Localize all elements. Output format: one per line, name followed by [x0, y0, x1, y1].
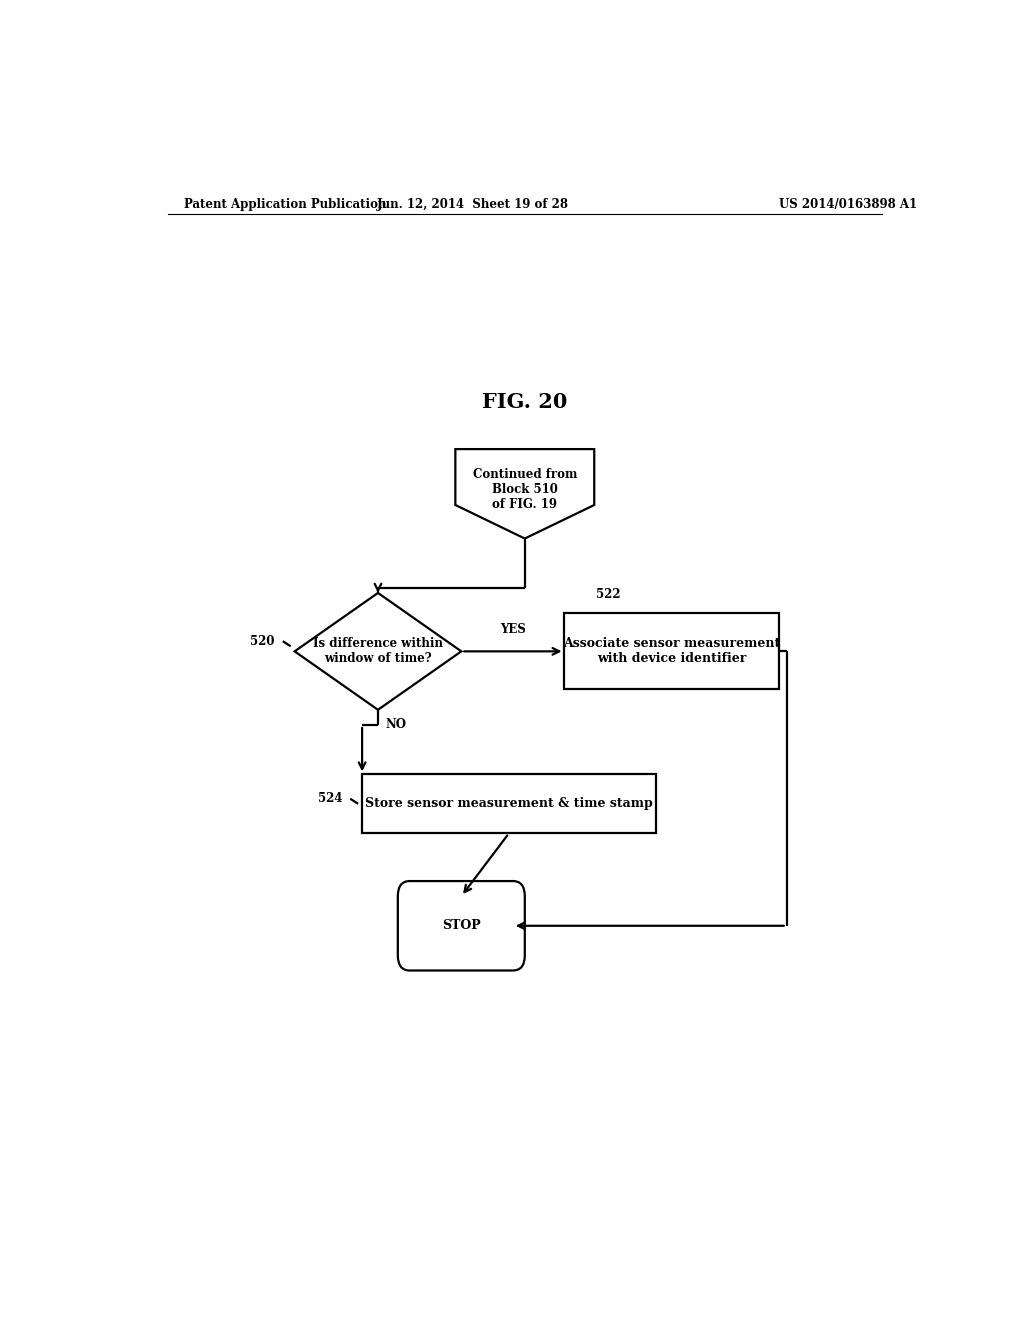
- Text: FIG. 20: FIG. 20: [482, 392, 567, 412]
- Text: Associate sensor measurement
with device identifier: Associate sensor measurement with device…: [563, 638, 780, 665]
- FancyBboxPatch shape: [397, 880, 524, 970]
- Text: NO: NO: [386, 718, 407, 731]
- FancyBboxPatch shape: [362, 775, 655, 833]
- Text: Store sensor measurement & time stamp: Store sensor measurement & time stamp: [365, 797, 653, 810]
- Text: US 2014/0163898 A1: US 2014/0163898 A1: [778, 198, 916, 211]
- Polygon shape: [295, 593, 461, 710]
- Text: STOP: STOP: [442, 919, 480, 932]
- Text: Is difference within
window of time?: Is difference within window of time?: [313, 638, 443, 665]
- FancyBboxPatch shape: [564, 614, 779, 689]
- Text: YES: YES: [500, 623, 526, 636]
- Text: Jun. 12, 2014  Sheet 19 of 28: Jun. 12, 2014 Sheet 19 of 28: [377, 198, 569, 211]
- Text: Patent Application Publication: Patent Application Publication: [183, 198, 386, 211]
- Text: Continued from
Block 510
of FIG. 19: Continued from Block 510 of FIG. 19: [473, 467, 577, 511]
- Text: 522: 522: [596, 589, 621, 602]
- Text: 520: 520: [250, 635, 274, 648]
- Polygon shape: [456, 449, 594, 539]
- Text: 524: 524: [317, 792, 342, 805]
